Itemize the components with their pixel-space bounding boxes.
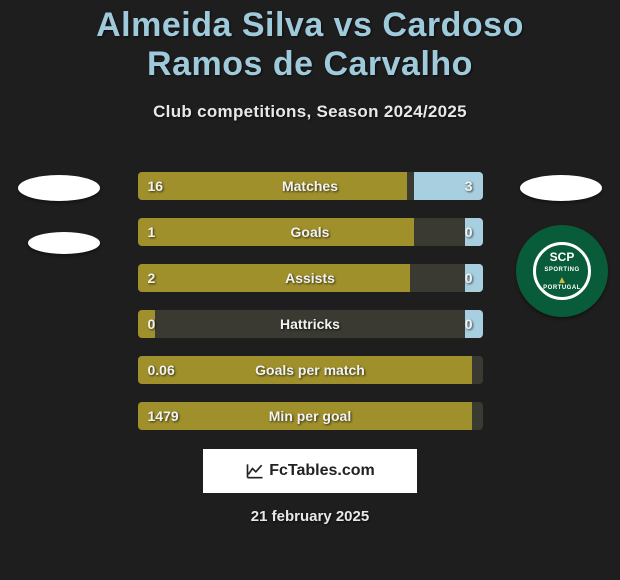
stat-row: 1479Min per goal bbox=[138, 402, 483, 430]
footer-brand-label: FcTables.com bbox=[269, 462, 375, 480]
footer-brand-box: FcTables.com bbox=[203, 449, 417, 493]
subtitle: Club competitions, Season 2024/2025 bbox=[0, 102, 620, 122]
page-title: Almeida Silva vs Cardoso Ramos de Carval… bbox=[0, 0, 620, 84]
stat-row: 10Goals bbox=[138, 218, 483, 246]
stat-label: Assists bbox=[138, 264, 483, 292]
stat-row: 163Matches bbox=[138, 172, 483, 200]
chart-icon bbox=[245, 461, 265, 481]
stat-row: 20Assists bbox=[138, 264, 483, 292]
stat-label: Goals per match bbox=[138, 356, 483, 384]
stat-label: Hattricks bbox=[138, 310, 483, 338]
stat-label: Min per goal bbox=[138, 402, 483, 430]
stat-label: Matches bbox=[138, 172, 483, 200]
stat-row: 00Hattricks bbox=[138, 310, 483, 338]
stat-row: 0.06Goals per match bbox=[138, 356, 483, 384]
stats-container: 163Matches 10Goals 20Assists 00Hattricks 0.0… bbox=[0, 172, 620, 448]
footer-date: 21 february 2025 bbox=[0, 508, 620, 525]
stat-label: Goals bbox=[138, 218, 483, 246]
